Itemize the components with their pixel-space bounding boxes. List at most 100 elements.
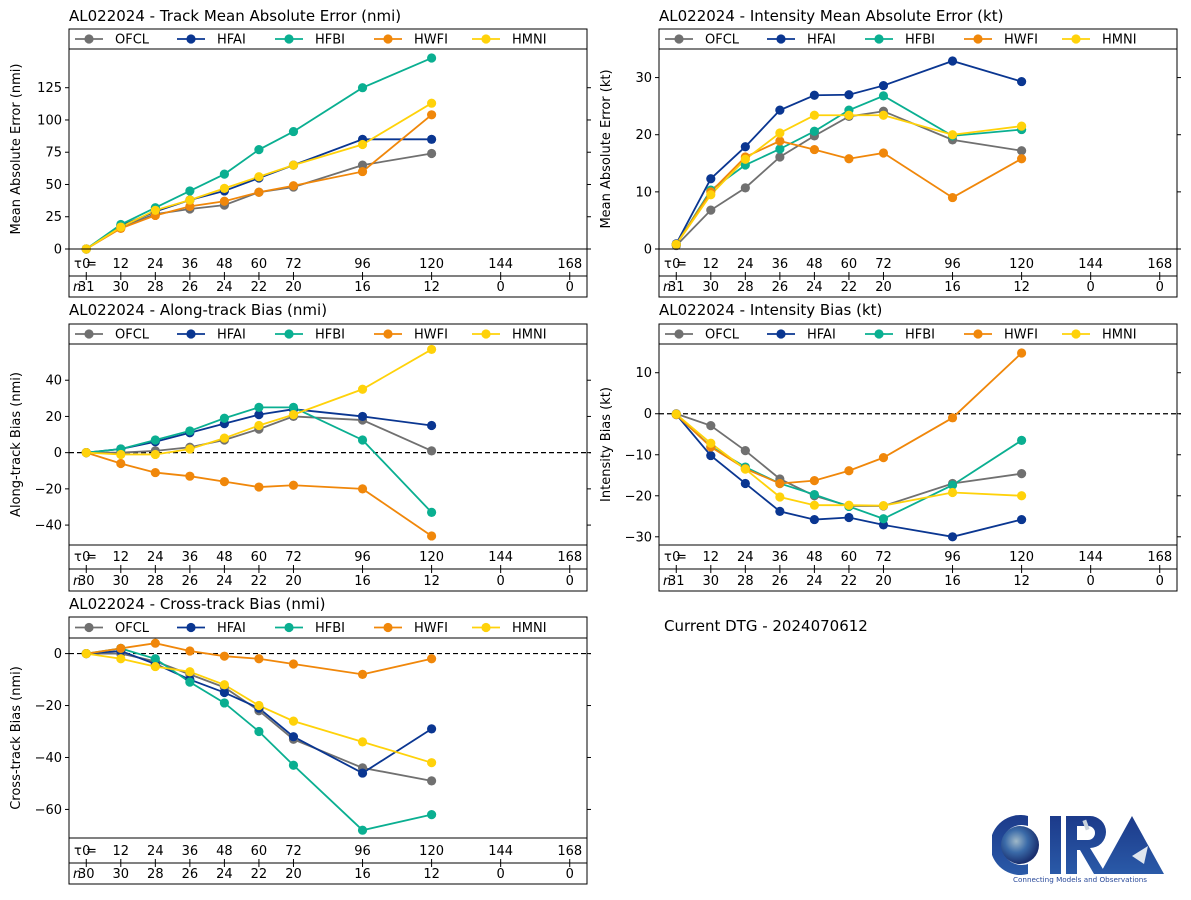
tau-tick-label: 24 (737, 550, 754, 565)
tau-tick-label: 36 (182, 844, 199, 859)
data-point-hmni (671, 239, 681, 250)
track-mae-title: AL022024 - Track Mean Absolute Error (nm… (69, 7, 402, 25)
tau-tick-label: 144 (488, 550, 513, 565)
data-point-hmni (185, 667, 195, 677)
data-point-hwfi (150, 467, 160, 478)
data-point-hfai (357, 411, 368, 422)
intensity-bias-chart: Intensity Bias (kt) −30 −20 −10 0 10 OFCL HFAI H… (599, 323, 1181, 592)
data-point-hfai (288, 732, 299, 742)
data-point-ofcl (706, 205, 716, 215)
data-point-hmni (116, 654, 126, 664)
data-point-hmni (671, 409, 681, 419)
tau-tick-label: 120 (419, 550, 444, 565)
data-point-hfbi (775, 144, 785, 154)
data-point-hfai (844, 512, 854, 523)
data-point-hmni (706, 438, 716, 448)
tau-row-label: τ = (664, 257, 687, 272)
data-point-ofcl (740, 183, 750, 193)
legend-label-ofcl: OFCL (705, 33, 740, 48)
tau-tick-label: 48 (216, 844, 233, 859)
data-point-hfai (809, 514, 819, 525)
tau-tick-label: 12 (703, 550, 720, 565)
legend-label-hfai: HFAI (807, 328, 836, 343)
legend-marker-hmni (481, 622, 491, 633)
tau-tick-label: 36 (182, 257, 199, 272)
sample-count-label: 20 (285, 280, 302, 295)
track-mae-chart: Mean Absolute Error (nmi) 0 25 50 75 100 125 OF… (9, 28, 591, 298)
legend-label-hfbi: HFBI (315, 33, 345, 48)
sample-count-label: 31 (668, 574, 685, 589)
data-point-hmni (81, 648, 91, 659)
data-point-hwfi (844, 466, 854, 476)
legend-marker-ofcl (674, 34, 684, 44)
data-point-hwfi (878, 148, 889, 158)
n-row-label: n (73, 280, 81, 295)
data-point-ofcl (775, 152, 785, 162)
tau-tick-label: 120 (419, 257, 444, 272)
data-point-ofcl (427, 776, 437, 786)
data-point-hfbi (357, 825, 368, 835)
legend-marker-hwfi (383, 622, 393, 633)
data-point-hmni (706, 190, 716, 200)
tau-row-label: τ = (74, 844, 97, 859)
data-point-hfbi (809, 489, 819, 500)
tau-tick-label: 60 (251, 550, 268, 565)
satellite-dish-icon (1132, 846, 1148, 864)
y-tick-label: 30 (635, 71, 652, 86)
sample-count-label: 22 (841, 574, 858, 589)
logo-letter-r (1066, 816, 1106, 874)
data-point-hmni (116, 449, 126, 460)
legend-marker-ofcl (84, 329, 94, 339)
tau-tick-label: 144 (1078, 550, 1103, 565)
data-point-hwfi (427, 654, 437, 664)
along-track-bias-title: AL022024 - Along-track Bias (nmi) (69, 301, 328, 319)
y-tick-label: −40 (35, 751, 62, 766)
tau-tick-label: 36 (772, 257, 789, 272)
y-tick-label: −30 (625, 530, 652, 545)
legend-label-hmni: HMNI (512, 328, 547, 343)
data-point-hfai (427, 134, 437, 144)
data-point-hmni (740, 154, 750, 164)
legend-label-hwfi: HWFI (1004, 33, 1038, 48)
sample-count-label: 16 (354, 574, 371, 589)
logo-letter-c (992, 815, 1028, 875)
data-point-hmni (1017, 491, 1027, 501)
y-tick-label: 0 (54, 647, 62, 662)
data-point-hmni (288, 410, 299, 420)
sample-count-label: 0 (1156, 280, 1164, 295)
data-point-hmni (254, 420, 264, 431)
tau-tick-label: 120 (1009, 550, 1034, 565)
tau-tick-label: 12 (113, 550, 130, 565)
y-tick-label: 10 (635, 185, 652, 200)
legend-label-hmni: HMNI (1102, 33, 1137, 48)
data-point-hfai (427, 724, 437, 734)
sample-count-label: 24 (806, 280, 823, 295)
tau-row-label: τ = (74, 257, 97, 272)
tau-tick-label: 144 (488, 257, 513, 272)
legend-marker-hwfi (383, 329, 393, 339)
series-line-hfbi (86, 647, 432, 832)
legend-marker-hfai (776, 34, 786, 44)
series-group (671, 348, 1027, 542)
tau-tick-label: 0 (82, 257, 90, 272)
data-point-hfai (357, 768, 368, 778)
data-point-hwfi (1017, 348, 1027, 358)
y-axis-label: Mean Absolute Error (nmi) (9, 64, 24, 235)
legend-label-hfbi: HFBI (905, 328, 935, 343)
sample-count-label: 31 (668, 280, 685, 295)
sample-count-label: 0 (566, 867, 574, 882)
tau-tick-label: 60 (251, 257, 268, 272)
sample-count-label: 16 (944, 280, 961, 295)
y-tick-label: 20 (45, 410, 62, 425)
data-point-hmni (844, 500, 854, 510)
cross-track-bias-title: AL022024 - Cross-track Bias (nmi) (69, 595, 326, 613)
data-point-hfai (947, 56, 958, 66)
data-point-hmni (219, 433, 229, 443)
y-tick-label: 125 (37, 81, 62, 96)
data-point-ofcl (706, 421, 716, 431)
data-point-hmni (878, 501, 889, 511)
data-point-hmni (809, 500, 819, 510)
data-point-ofcl (740, 446, 750, 456)
tau-tick-label: 12 (703, 257, 720, 272)
series-line-ofcl (675, 412, 1022, 507)
